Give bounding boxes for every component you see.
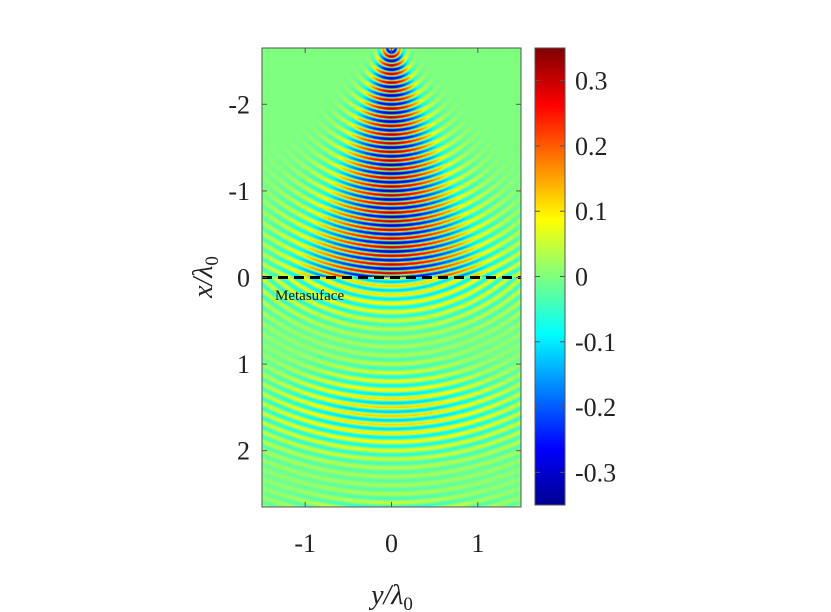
colorbar-tick-label: -0.3 xyxy=(575,458,616,487)
colorbar-tick-label: -0.2 xyxy=(575,393,616,422)
metasurface-label: Metasuface xyxy=(275,288,344,304)
y-tick-label: 2 xyxy=(237,437,250,466)
colorbar-ticks: 0.3 0.2 0.1 0 -0.1 -0.2 -0.3 xyxy=(535,67,616,487)
colorbar-tick-label: 0.1 xyxy=(575,197,608,226)
x-tick-label: 0 xyxy=(385,529,398,558)
colorbar-tick-label: 0 xyxy=(575,263,588,292)
y-tick-label: -1 xyxy=(228,177,250,206)
y-axis-ticks: -2 -1 0 1 2 xyxy=(228,90,521,466)
colorbar-tick-label: 0.3 xyxy=(575,67,608,96)
y-tick-label: 1 xyxy=(237,350,250,379)
y-axis-label: x/λ0 xyxy=(188,256,223,299)
x-axis-label: y/λ0 xyxy=(368,580,413,612)
colorbar-tick-label: 0.2 xyxy=(575,132,608,161)
colorbar: 0.3 0.2 0.1 0 -0.1 -0.2 -0.3 xyxy=(534,47,616,506)
plot-area: Metasuface -1 0 1 -2 -1 0 1 2 xyxy=(228,47,522,558)
x-axis-ticks: -1 0 1 xyxy=(294,48,484,558)
y-tick-label: 0 xyxy=(237,264,250,293)
x-tick-label: 1 xyxy=(471,529,484,558)
colorbar-tick-label: -0.1 xyxy=(575,328,616,357)
x-tick-label: -1 xyxy=(294,529,316,558)
y-tick-label: -2 xyxy=(228,90,250,119)
